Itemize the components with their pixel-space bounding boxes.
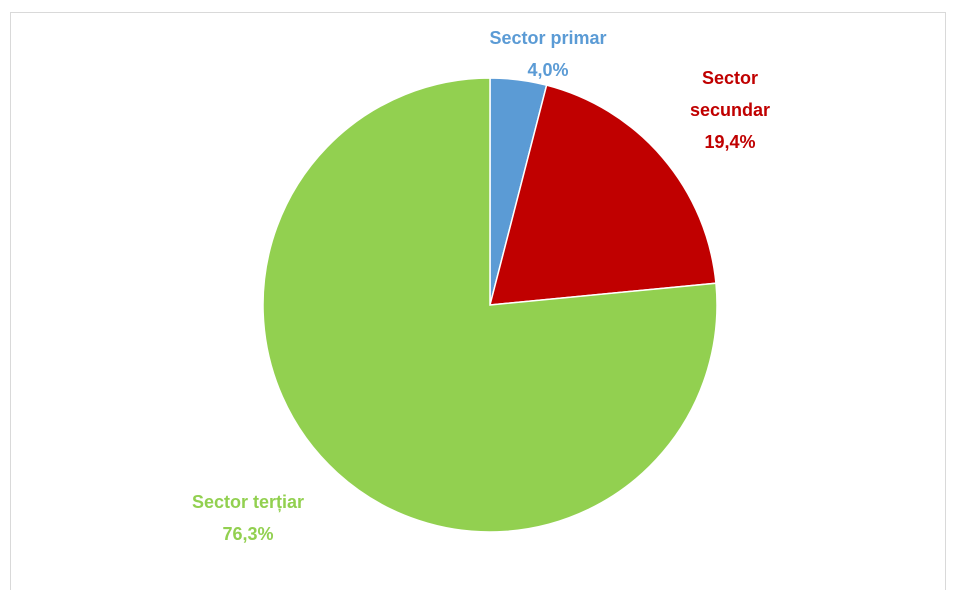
pie-slice (262, 77, 718, 533)
data-label: Sector primar 4,0% (450, 22, 646, 86)
value-label: 4,0% (527, 60, 569, 80)
data-label: Sector secundar 19,4% (675, 62, 785, 158)
category-label: Sector terțiar (191, 492, 305, 512)
value-label: 76,3% (222, 524, 274, 544)
value-label: 19,4% (704, 132, 756, 152)
pie-slice (489, 84, 717, 306)
category-label: Sector primar (489, 28, 607, 48)
category-label: Sector secundar (689, 68, 771, 120)
data-label: Sector terțiar 76,3% (150, 486, 346, 550)
